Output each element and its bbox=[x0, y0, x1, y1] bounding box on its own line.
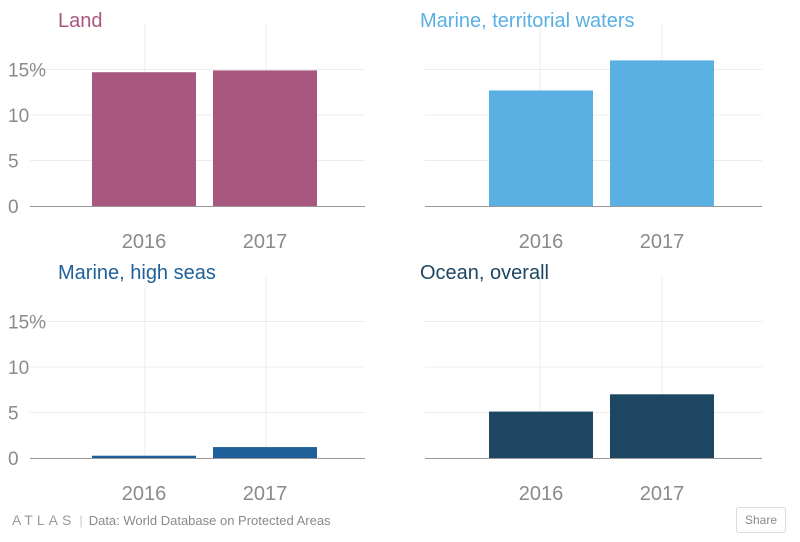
y-tick-label: 0 bbox=[8, 449, 19, 470]
bar-2017 bbox=[610, 60, 714, 207]
y-tick-label: 10 bbox=[8, 358, 29, 379]
panel-title: Marine, territorial waters bbox=[420, 10, 635, 32]
y-tick-label: 5 bbox=[8, 152, 19, 173]
x-tick-label: 2017 bbox=[243, 483, 288, 505]
small-multiples-chart: 0 5 10 15% 2016 2017 Land 2016 2017 Marine, terri… bbox=[8, 10, 762, 505]
y-tick-label: 5 bbox=[8, 404, 19, 425]
bar-2017 bbox=[213, 447, 317, 458]
footer: ATLAS | Data: World Database on Protecte… bbox=[12, 512, 331, 528]
source-note: Data: World Database on Protected Areas bbox=[88, 512, 331, 528]
bar-2017 bbox=[213, 70, 317, 206]
x-tick-label: 2016 bbox=[122, 483, 167, 505]
panel-title: Land bbox=[58, 10, 103, 32]
x-tick-label: 2017 bbox=[640, 483, 685, 505]
x-tick-label: 2016 bbox=[122, 231, 167, 253]
bar-2017 bbox=[610, 394, 714, 458]
x-tick-label: 2016 bbox=[519, 483, 564, 505]
footer-separator: | bbox=[79, 512, 83, 528]
y-tick-label: 10 bbox=[8, 106, 29, 127]
y-tick-label: 15% bbox=[8, 61, 46, 82]
bar-2016 bbox=[92, 455, 196, 458]
y-tick-label: 0 bbox=[8, 197, 19, 218]
share-button[interactable]: Share bbox=[736, 507, 786, 533]
x-tick-label: 2016 bbox=[519, 231, 564, 253]
bar-2016 bbox=[489, 90, 593, 206]
x-tick-label: 2017 bbox=[243, 231, 288, 253]
bar-2016 bbox=[92, 72, 196, 206]
bar-2016 bbox=[489, 411, 593, 458]
y-tick-label: 15% bbox=[8, 313, 46, 334]
panel-title: Marine, high seas bbox=[58, 262, 216, 284]
atlas-logo: ATLAS bbox=[12, 512, 76, 528]
panel-title: Ocean, overall bbox=[420, 262, 549, 284]
x-tick-label: 2017 bbox=[640, 231, 685, 253]
